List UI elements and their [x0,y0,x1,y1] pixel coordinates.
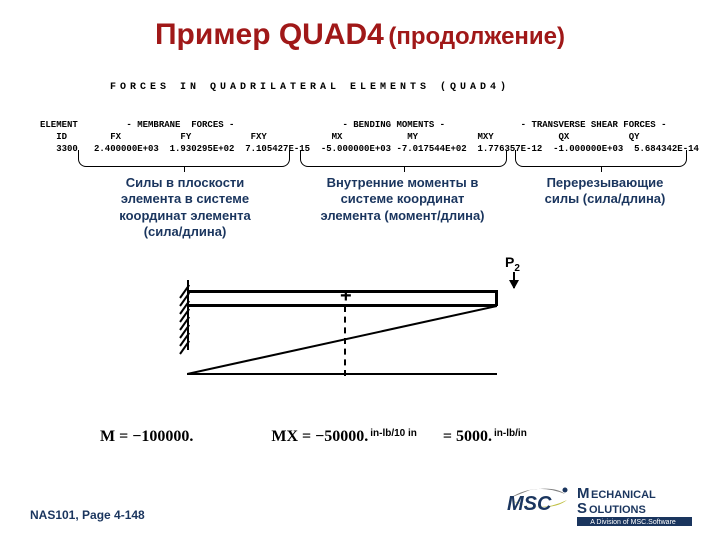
p2-letter: P [505,254,514,270]
title-sub: (продолжение) [388,23,565,50]
slide: Пример QUAD4 (продолжение) FORCES IN QUA… [0,0,720,540]
unit-1: in-lb/10 in [370,428,417,439]
brace-membrane [78,150,290,167]
load-label: P2 [505,254,520,274]
svg-text:ECHANICAL: ECHANICAL [591,489,656,501]
midspan-cross-icon: + [340,285,352,308]
load-arrow-icon [513,272,515,288]
forces-header: FORCES IN QUADRILATERAL ELEMENTS (QUAD4) [110,82,670,93]
formula-row: M = −100000. MX = −50000.in-lb/10 in = 5… [100,428,660,446]
p2-sub: 2 [514,263,520,274]
unit-2: in-lb/in [494,428,527,439]
formula-result: = 5000. [443,428,492,445]
formula-mx: MX = −50000. [271,428,368,445]
beam-right-edge [495,290,498,306]
brace-shear [515,150,687,167]
moment-diagram-line [187,306,497,376]
logo-brand: MSC [507,493,552,515]
title-main: Пример QUAD4 [155,18,384,51]
svg-text:S: S [577,500,587,517]
formula-m: M = −100000. [100,428,193,445]
beam-diagram: + P2 [175,280,555,420]
group-label-bending: Внутренние моменты всистеме координатэле… [300,175,505,224]
slide-title: Пример QUAD4 (продолжение) [0,18,720,52]
msc-logo: MSC M ECHANICAL S OLUTIONS A Division of… [505,480,695,528]
brace-bending [300,150,507,167]
svg-text:OLUTIONS: OLUTIONS [589,504,646,516]
page-footer: NAS101, Page 4-148 [30,508,145,522]
svg-text:A Division of MSC.Software: A Division of MSC.Software [590,519,676,526]
group-label-shear: Перерезывающиесилы (сила/длина) [530,175,680,208]
group-label-membrane: Силы в плоскостиэлемента в системекоорди… [90,175,280,240]
